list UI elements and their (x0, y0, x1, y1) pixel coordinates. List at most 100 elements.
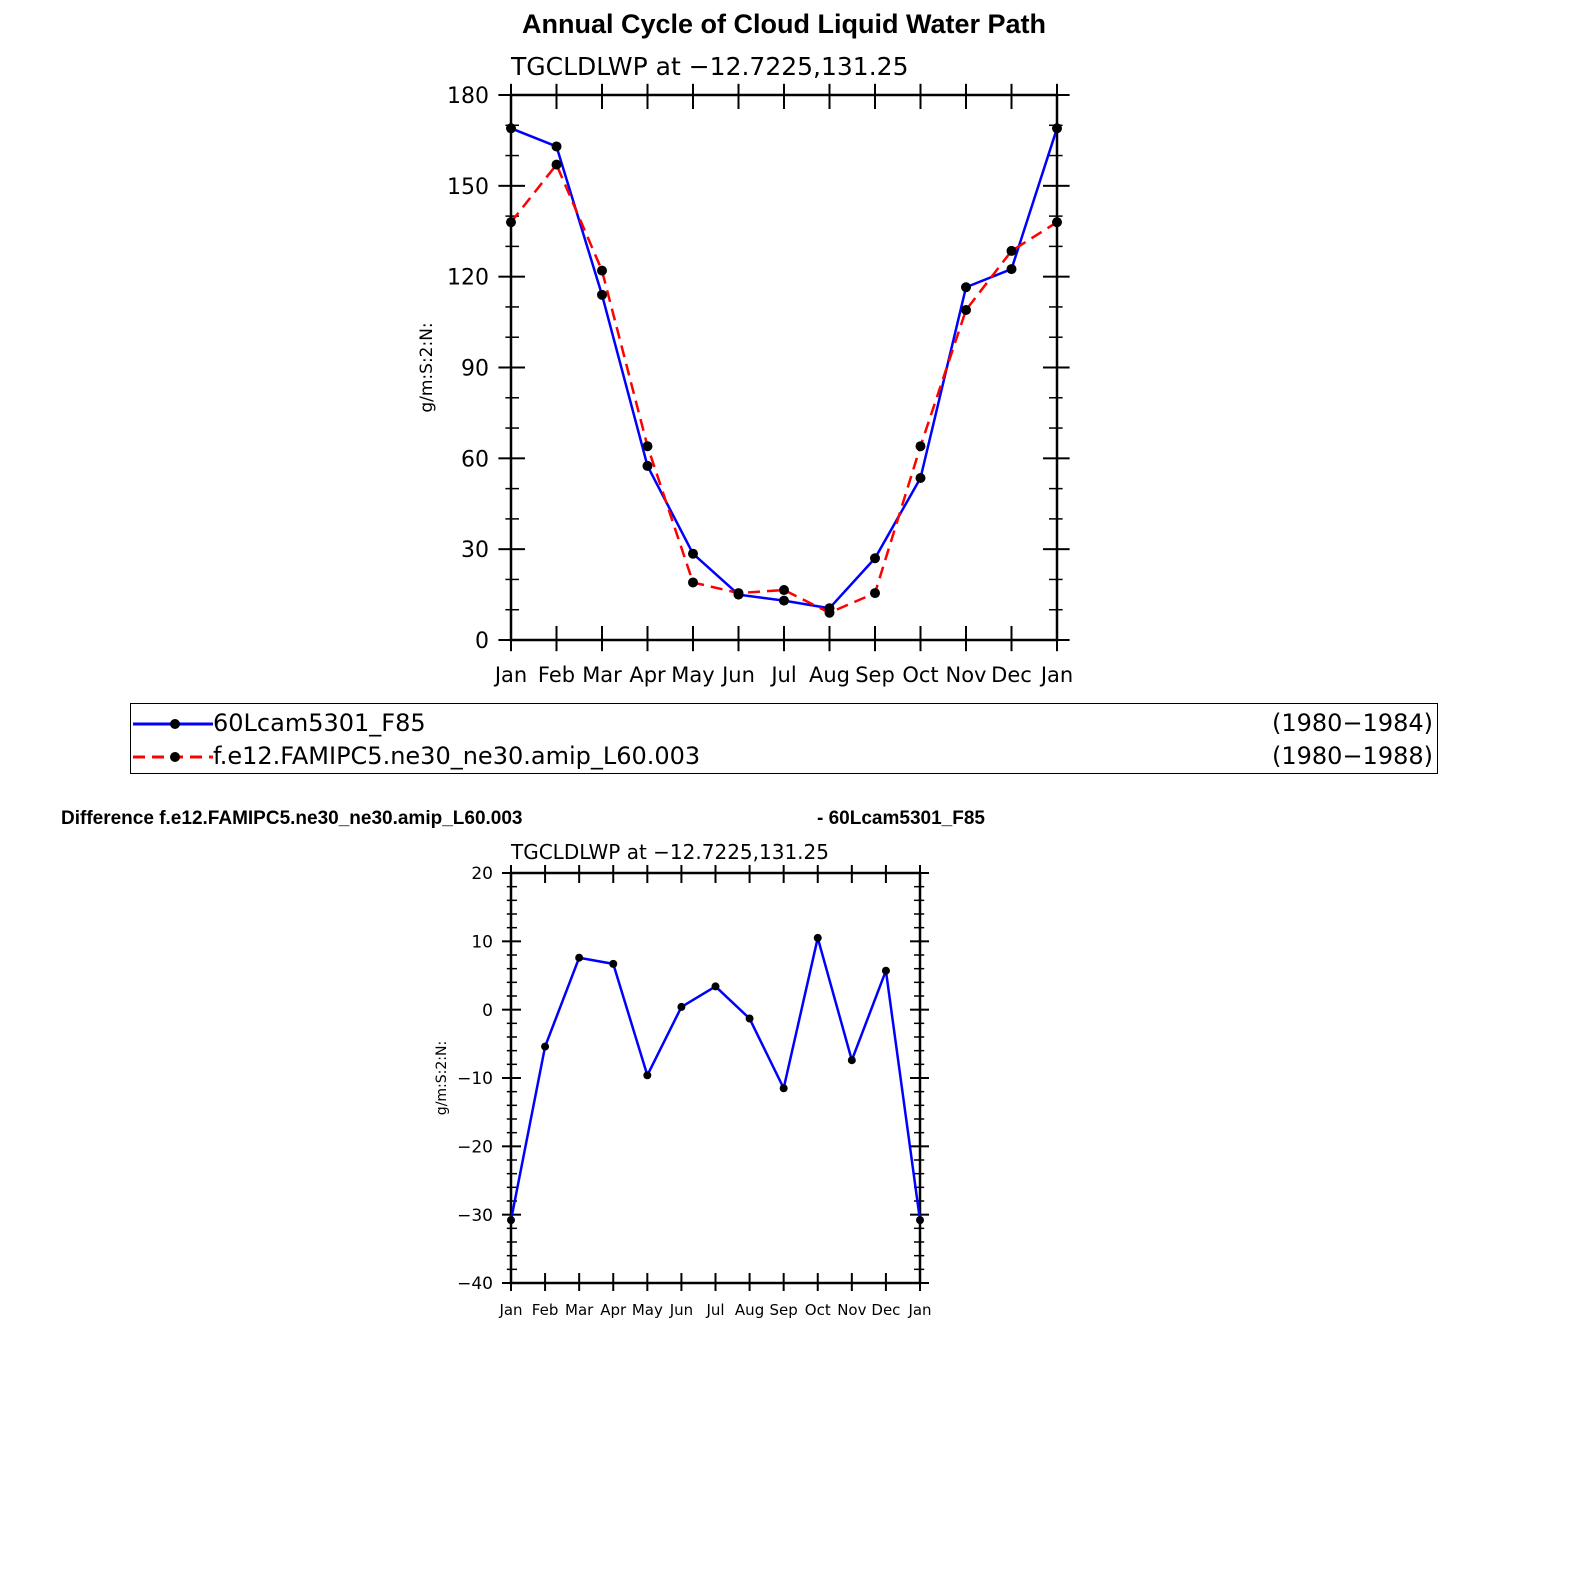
x-tick-label: Jan (493, 663, 527, 687)
data-point-0 (961, 282, 971, 293)
y-axis-label: g/m:S:2:N: (417, 322, 437, 412)
x-tick-label: Oct (902, 663, 938, 687)
x-tick-label: May (632, 1301, 663, 1319)
legend-sample-dashed-line (133, 752, 213, 762)
y-tick-label: −30 (457, 1206, 493, 1226)
series-line-0 (510, 127, 1059, 610)
series-line-0 (509, 936, 922, 1221)
data-point-0 (575, 953, 584, 962)
legend-label: f.e12.FAMIPC5.ne30_ne30.amip_L60.003 (213, 742, 701, 770)
legend-years: (1980−1984) (1272, 709, 1433, 737)
y-tick-label: 60 (461, 447, 489, 472)
x-tick-label: Jun (720, 663, 755, 687)
x-tick-label: May (671, 663, 714, 687)
data-point-0 (813, 933, 822, 942)
data-point-1 (551, 159, 562, 170)
data-point-0 (779, 1084, 788, 1093)
difference-chart: TGCLDLWP at −12.7225,131.25 g/m:S:2:N: −40… (434, 840, 932, 1319)
data-point-1 (824, 607, 835, 618)
data-point-0 (677, 1002, 686, 1011)
data-point-0 (915, 473, 926, 484)
data-point-0 (597, 289, 607, 300)
data-point-0 (1006, 264, 1017, 275)
figure-title: Annual Cycle of Cloud Liquid Water Path (522, 9, 1046, 39)
x-tick-label: Jul (769, 663, 796, 687)
y-tick-label: 20 (471, 864, 493, 884)
x-tick-label: Sep (770, 1301, 798, 1319)
data-point-0 (1052, 123, 1062, 134)
x-tick-label: Sep (855, 663, 895, 687)
data-point-0 (711, 982, 720, 991)
x-tick-label: Dec (871, 1301, 900, 1319)
x-tick-label: Nov (946, 663, 987, 687)
y-tick-label: −10 (457, 1069, 493, 1089)
legend: 60Lcam5301_F85 (1980−1984) f.e12.FAMIPC5… (130, 703, 1438, 774)
data-point-1 (870, 588, 880, 599)
y-tick-label: 0 (475, 629, 489, 654)
y-axis-label: g/m:S:2:N: (434, 1041, 450, 1115)
data-point-1 (733, 588, 744, 599)
annual-cycle-chart: TGCLDLWP at −12.7225,131.25 g/m:S:2:N: 0 30… (417, 52, 1073, 687)
x-tick-label: Aug (809, 663, 850, 687)
x-tick-label: Oct (805, 1301, 831, 1319)
data-point-0 (643, 1071, 652, 1080)
data-point-1 (779, 585, 789, 596)
data-point-0 (916, 1216, 924, 1225)
x-tick-label: Jan (1039, 663, 1073, 687)
difference-title-left: Difference f.e12.FAMIPC5.ne30_ne30.amip_… (61, 808, 523, 829)
x-tick-label: Jan (907, 1301, 931, 1319)
legend-years: (1980−1988) (1272, 742, 1433, 770)
series-line-1 (510, 163, 1058, 614)
data-point-0 (779, 595, 789, 606)
legend-label: 60Lcam5301_F85 (213, 709, 426, 737)
y-tick-label: −20 (457, 1137, 493, 1157)
legend-entry-model-a: 60Lcam5301_F85 (1980−1984) (131, 707, 1437, 739)
y-tick-label: 120 (447, 266, 489, 291)
plot-frame (509, 93, 1059, 642)
data-point-0 (541, 1042, 550, 1051)
data-point-0 (881, 966, 890, 975)
data-point-1 (1052, 217, 1062, 228)
x-tick-label: Jun (669, 1301, 693, 1319)
difference-title-right: - 60Lcam5301_F85 (817, 808, 985, 829)
y-tick-label: 150 (447, 175, 489, 200)
y-tick-label: 180 (447, 84, 489, 109)
x-tick-label: Apr (629, 663, 666, 687)
x-tick-label: Jan (498, 1301, 522, 1319)
x-tick-label: Apr (600, 1301, 627, 1319)
data-point-1 (1006, 245, 1017, 256)
data-point-0 (847, 1056, 856, 1065)
x-tick-label: Aug (735, 1301, 764, 1319)
data-point-1 (961, 304, 971, 315)
data-point-0 (745, 1014, 754, 1023)
y-tick-label: 90 (461, 356, 489, 381)
plot-frame (509, 871, 922, 1285)
data-point-0 (688, 548, 698, 559)
x-tick-label: Feb (532, 1301, 559, 1319)
chart-title: TGCLDLWP at −12.7225,131.25 (510, 840, 829, 864)
x-tick-label: Feb (538, 663, 575, 687)
y-tick-label: 10 (471, 932, 493, 952)
data-point-1 (597, 265, 607, 276)
x-tick-label: Nov (837, 1301, 866, 1319)
data-point-0 (506, 123, 516, 134)
y-tick-label: 30 (461, 538, 489, 563)
y-tick-label: 0 (482, 1001, 493, 1021)
data-point-0 (507, 1216, 515, 1225)
x-tick-label: Dec (991, 663, 1032, 687)
data-point-1 (688, 577, 698, 588)
data-point-0 (870, 553, 880, 564)
data-point-1 (915, 441, 926, 452)
data-point-0 (642, 460, 653, 471)
data-point-0 (551, 141, 562, 152)
x-tick-label: Jul (705, 1301, 724, 1319)
data-point-0 (609, 959, 618, 968)
legend-sample-solid-line (133, 719, 213, 729)
chart-title: TGCLDLWP at −12.7225,131.25 (510, 52, 908, 81)
data-point-1 (642, 441, 653, 452)
legend-entry-model-b: f.e12.FAMIPC5.ne30_ne30.amip_L60.003 (19… (131, 740, 1437, 772)
x-tick-label: Mar (565, 1301, 594, 1319)
x-tick-label: Mar (582, 663, 622, 687)
data-point-1 (506, 217, 516, 228)
